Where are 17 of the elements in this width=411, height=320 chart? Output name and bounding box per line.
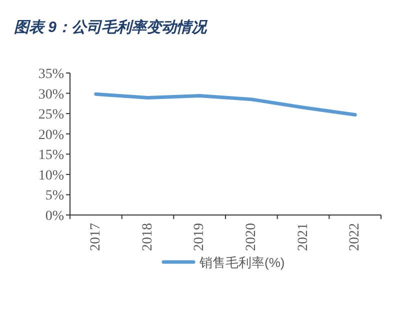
y-tick-label: 25%: [38, 108, 64, 123]
x-tick-label: 2020: [244, 223, 259, 251]
y-tick-label: 20%: [38, 128, 64, 143]
y-tick-label: 15%: [38, 148, 64, 164]
x-tick-label: 2018: [140, 223, 156, 251]
x-tick-label: 2019: [192, 223, 208, 251]
y-tick-label: 0%: [45, 209, 64, 224]
y-tick-label: 5%: [45, 188, 64, 204]
x-tick-label: 2021: [296, 223, 311, 251]
y-tick-label: 30%: [38, 87, 64, 102]
legend-label: 销售毛利率(%): [198, 255, 285, 270]
y-tick-label: 10%: [38, 168, 64, 184]
x-tick-label: 2022: [348, 223, 363, 251]
line-series: [94, 92, 357, 117]
chart-title: 图表 9：公司毛利率变动情况: [14, 18, 209, 36]
x-tick-label: 2017: [88, 223, 104, 251]
y-tick-label: 35%: [38, 67, 64, 82]
